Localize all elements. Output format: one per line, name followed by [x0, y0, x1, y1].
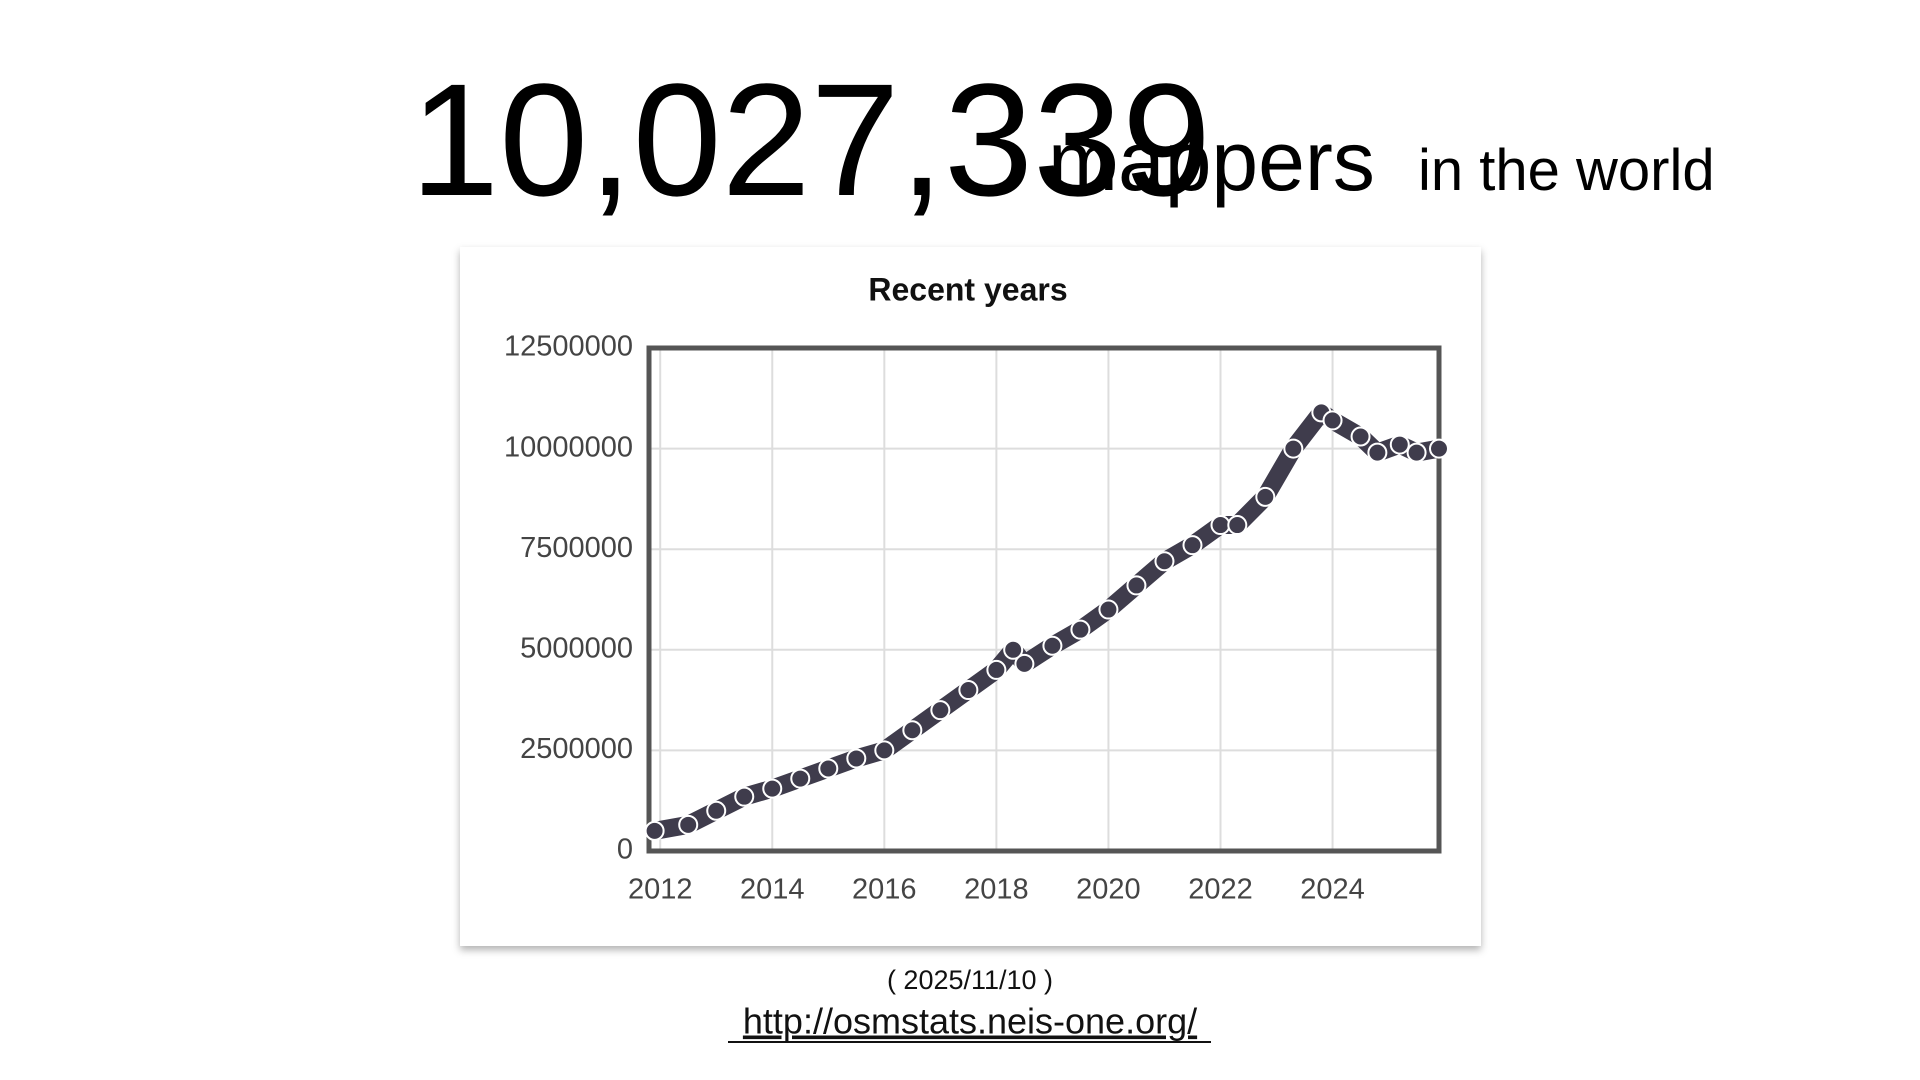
y-tick-label: 0	[617, 834, 633, 866]
data-point	[1389, 434, 1410, 455]
data-point	[678, 814, 699, 835]
data-point	[1367, 442, 1388, 463]
date: ( 2025/11/10 )	[887, 965, 1053, 995]
x-tick-label: 2016	[852, 874, 917, 906]
data-point	[1210, 515, 1231, 536]
data-point	[986, 659, 1007, 680]
data-point	[1182, 535, 1203, 556]
data-point	[1322, 410, 1343, 431]
x-tick-label: 2024	[1300, 874, 1365, 906]
data-point	[790, 768, 811, 789]
data-point	[1003, 639, 1024, 660]
data-point	[902, 720, 923, 741]
chart-card	[460, 247, 1481, 946]
data-point	[1154, 551, 1175, 572]
data-point	[1042, 635, 1063, 656]
data-point	[706, 800, 727, 821]
y-tick-label: 5000000	[520, 632, 633, 664]
data-point	[734, 786, 755, 807]
chart-title: Recent years	[868, 271, 1067, 307]
data-point	[1350, 426, 1371, 447]
data-point	[1429, 438, 1449, 459]
x-tick-label: 2020	[1076, 874, 1141, 906]
data-point	[644, 820, 665, 841]
data-point	[818, 758, 839, 779]
unit: mappers	[1048, 114, 1375, 208]
x-tick-label: 2018	[964, 874, 1029, 906]
y-tick-label: 7500000	[520, 532, 633, 564]
y-tick-label: 10000000	[504, 431, 633, 463]
x-tick-label: 2012	[628, 874, 693, 906]
data-point	[1098, 599, 1119, 620]
link[interactable]: http://osmstats.neis-one.org/	[743, 1001, 1197, 1042]
y-tick-label: 2500000	[520, 733, 633, 765]
plot: 0 2500000 5000000 7500000 10000000 12500000 20…	[504, 331, 1449, 906]
suffix: in the world	[1418, 138, 1715, 203]
x-tick-label: 2014	[740, 874, 805, 906]
mapper-count: 10,027,339	[410, 50, 1211, 229]
data-point	[1126, 575, 1147, 596]
data-point	[958, 680, 979, 701]
data-point	[1406, 442, 1427, 463]
data-point	[1283, 438, 1304, 459]
data-point	[1255, 486, 1276, 507]
data-point	[930, 700, 951, 721]
data-point	[1070, 619, 1091, 640]
y-tick-label: 12500000	[504, 331, 633, 363]
plot-frame	[646, 345, 1442, 854]
data-point	[846, 748, 867, 769]
data-point	[1227, 515, 1248, 536]
data-point	[762, 778, 783, 799]
x-tick-label: 2022	[1188, 874, 1253, 906]
data-point	[1014, 653, 1035, 674]
data-point	[874, 740, 895, 761]
